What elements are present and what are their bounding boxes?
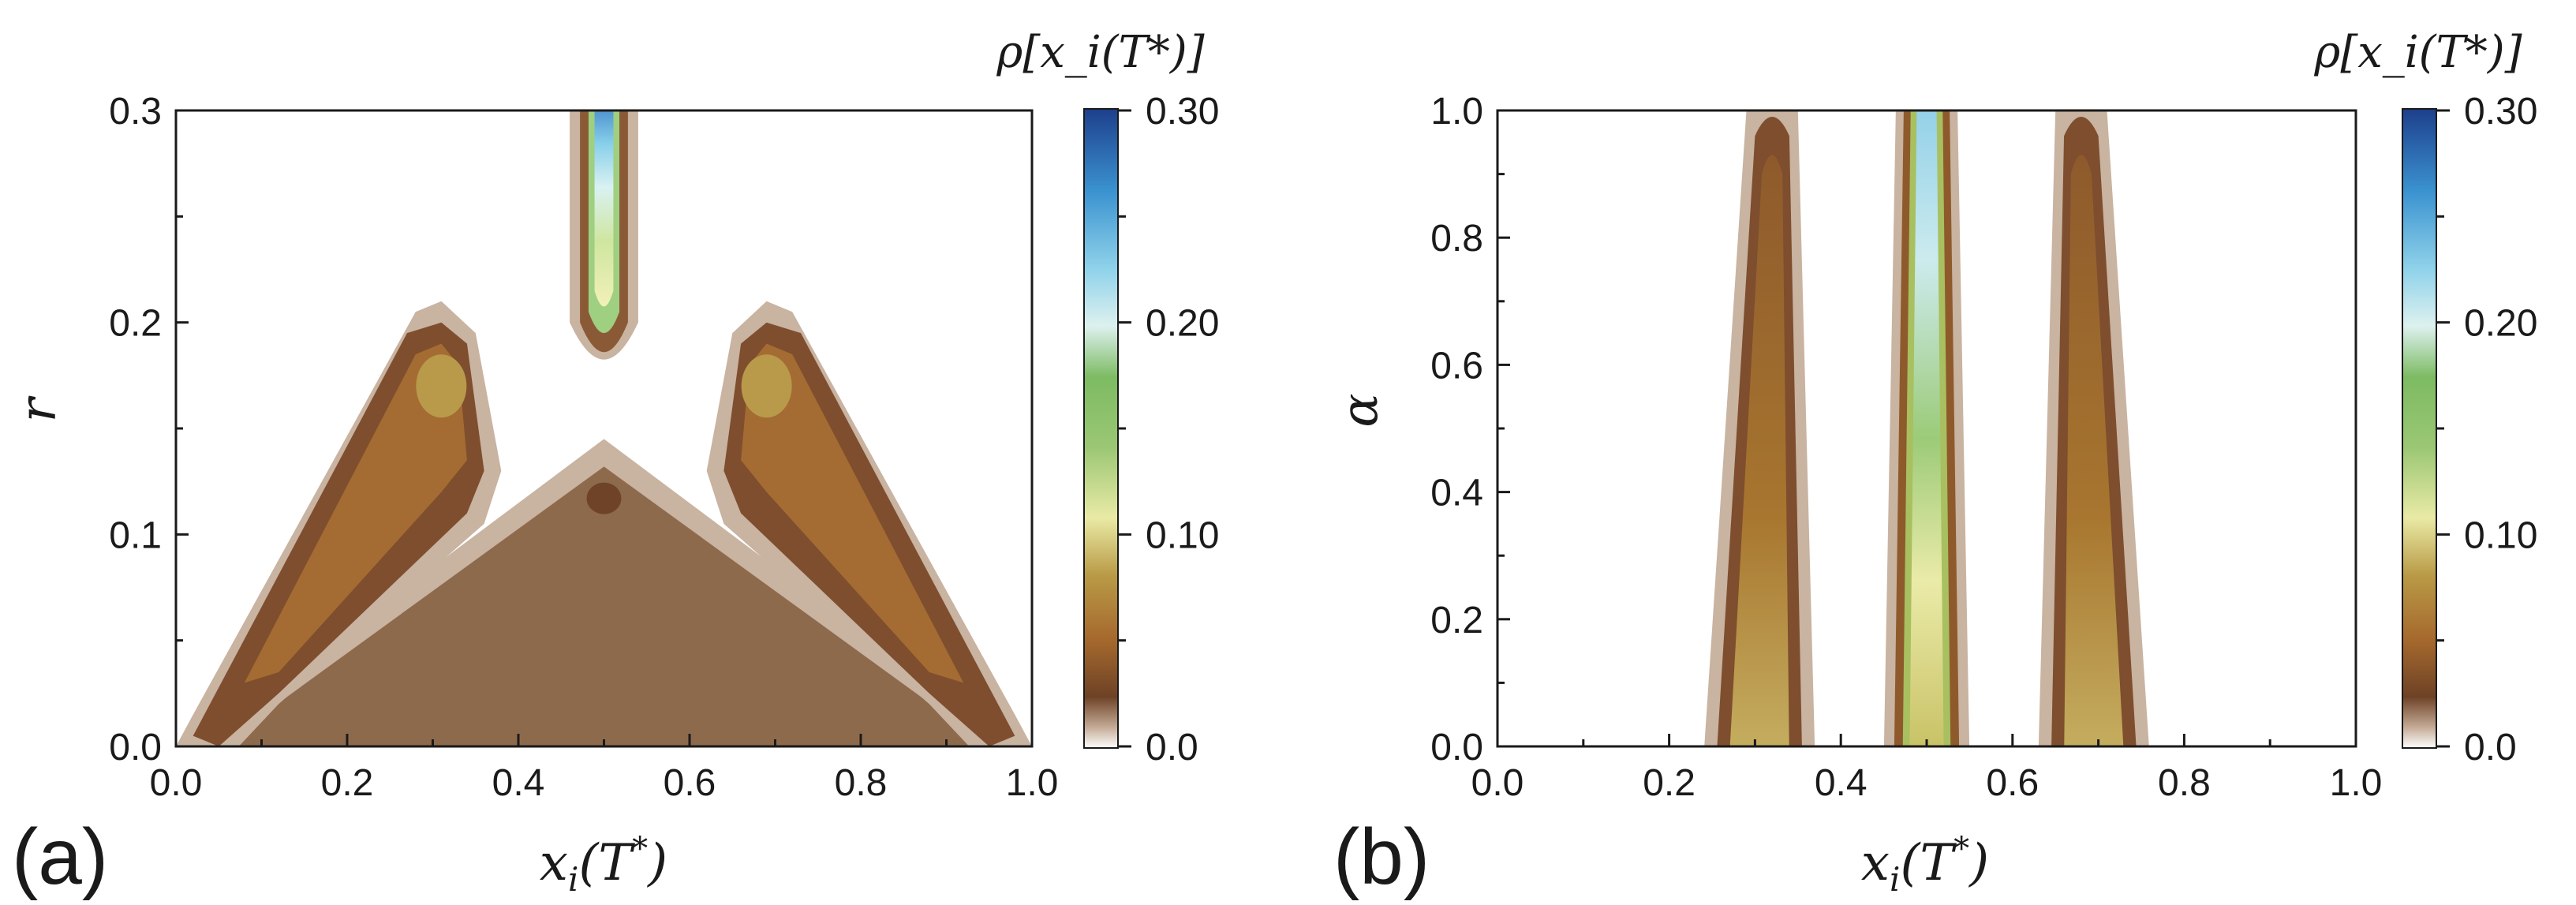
colorbar-tick-label: 0.30	[1146, 91, 1219, 133]
x-tick-label: 0.6	[664, 762, 716, 804]
ticks-a: 0.0 0.2 0.4 0.6 0.8 1.0 0.0 0.1 0.2 0.3	[109, 91, 1058, 804]
y-tick-label: 0.0	[109, 727, 162, 769]
central-branch-core	[594, 110, 614, 307]
left-branch-peak	[416, 354, 467, 418]
panel-label-a: (a)	[12, 813, 108, 901]
y-tick-label: 0.8	[1430, 218, 1483, 260]
x-tick-label: 0.4	[492, 762, 545, 804]
panel-b: 0.0 0.2 0.4 0.6 0.8 1.0 0.0 0.2 0.4 0.6 0.8 1.0 xi(…	[1331, 27, 2537, 901]
x-axis-subscript-a: i	[568, 860, 578, 899]
colorbar-tick-label: 0.0	[2464, 727, 2517, 769]
x-axis-subscript-b: i	[1890, 860, 1900, 899]
y-axis-title-b: α	[1331, 393, 1389, 427]
colorbar-tick-label: 0.20	[2464, 303, 2537, 345]
colorbar-title-a: ρ[x_i(T*)]	[996, 27, 1204, 78]
y-tick-label: 0.4	[1430, 473, 1483, 514]
x-axis-close-a: )	[646, 834, 667, 892]
y-tick-label: 0.3	[109, 91, 162, 133]
colorbar-a	[1083, 108, 1119, 749]
panel-a: 0.0 0.2 0.4 0.6 0.8 1.00.00.10.20.3 xi(T*) r …	[9, 27, 1219, 901]
x-axis-rest-a: (T	[578, 834, 635, 892]
y-tick-label: 0.2	[1430, 600, 1483, 641]
colorbar-tick-label: 0.0	[1146, 727, 1198, 769]
colorbar-b	[2402, 108, 2437, 749]
panel-label-b: (b)	[1333, 813, 1430, 901]
y-tick-label: 0.6	[1430, 345, 1483, 387]
x-axis-title-b: xi(T*)	[1861, 831, 1989, 899]
x-tick-label: 1.0	[2330, 762, 2383, 804]
x-axis-star-b: *	[1953, 831, 1969, 867]
heatmap-a	[176, 110, 1032, 746]
left-band-core	[1729, 155, 1789, 746]
center-band-core	[1909, 110, 1944, 746]
x-tick-label: 0.6	[1986, 762, 2039, 804]
broad-region	[219, 466, 989, 746]
colorbar-tick-label: 0.30	[2464, 91, 2537, 133]
ticks-b: 0.0 0.2 0.4 0.6 0.8 1.0 0.0 0.2 0.4 0.6 0.8 1.0	[1430, 91, 2382, 804]
colorbar-tick-label: 0.20	[1146, 303, 1219, 345]
y-tick-label: 0.1	[109, 514, 162, 556]
y-tick-label: 1.0	[1430, 91, 1483, 133]
right-branch-inner	[741, 343, 964, 683]
x-tick-label: 0.8	[2158, 762, 2211, 804]
right-band-core	[2064, 155, 2124, 746]
x-tick-label: 0.4	[1815, 762, 1868, 804]
right-branch-peak	[741, 354, 792, 418]
x-axis-rest-b: (T	[1900, 834, 1957, 892]
x-axis-star-a: *	[632, 831, 648, 867]
left-branch-inner	[244, 343, 467, 683]
x-axis-close-b: )	[1968, 834, 1989, 892]
x-tick-label: 0.2	[321, 762, 374, 804]
colorbar-ticks-a: 0.0 0.10 0.20 0.30	[1118, 91, 1219, 769]
x-tick-label: 0.8	[835, 762, 888, 804]
heatmap-b	[1704, 110, 2149, 746]
x-tick-label: 1.0	[1006, 762, 1059, 804]
x-axis-title-a: xi(T*)	[540, 831, 667, 899]
x-tick-label: 0.0	[150, 762, 203, 804]
y-axis-title-a: r	[9, 395, 68, 422]
colorbar-tick-label: 0.10	[1146, 514, 1219, 556]
colorbar-tick-label: 0.10	[2464, 514, 2537, 556]
x-tick-label: 0.0	[1471, 762, 1524, 804]
colorbar-ticks-b: 0.0 0.10 0.20 0.30	[2436, 91, 2537, 769]
x-tick-label: 0.2	[1643, 762, 1696, 804]
y-tick-label: 0.0	[1430, 727, 1483, 769]
broad-region-peak	[586, 482, 622, 514]
colorbar-title-b: ρ[x_i(T*)]	[2313, 27, 2522, 78]
y-tick-label: 0.2	[109, 303, 162, 345]
